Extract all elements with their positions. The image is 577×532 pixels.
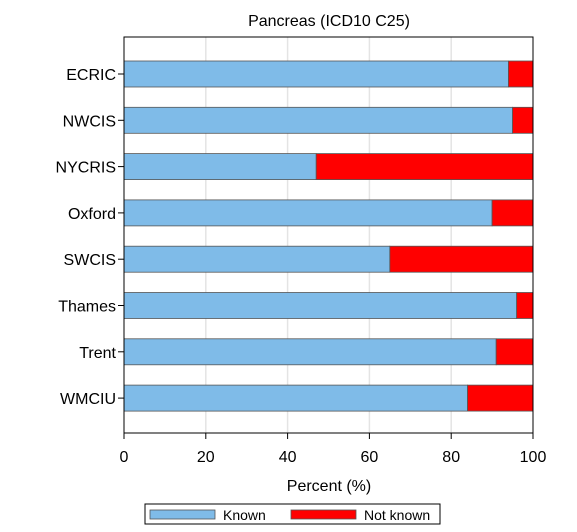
bar-known bbox=[123, 153, 317, 181]
x-axis: 0 20 40 60 80 100 bbox=[120, 432, 547, 466]
y-tick-label: NWCIS bbox=[63, 113, 116, 130]
y-tick-label: ECRIC bbox=[66, 67, 116, 84]
bar-not-known bbox=[512, 106, 534, 134]
bar-not-known bbox=[315, 153, 534, 181]
legend-swatch bbox=[290, 509, 357, 520]
chart-title: Pancreas (ICD10 C25) bbox=[248, 13, 410, 30]
x-tick-label: 20 bbox=[197, 449, 215, 466]
gridlines bbox=[205, 37, 452, 433]
bar-not-known bbox=[516, 292, 534, 319]
bars bbox=[123, 60, 534, 412]
y-tick-label: Oxford bbox=[68, 206, 116, 223]
bar-known bbox=[123, 106, 513, 134]
y-tick-label: Thames bbox=[58, 299, 116, 316]
bar-not-known bbox=[508, 60, 534, 88]
legend: Known Not known bbox=[144, 503, 441, 525]
bar-known bbox=[123, 338, 497, 366]
x-axis-label: Percent (%) bbox=[287, 478, 371, 495]
bar-not-known bbox=[495, 338, 534, 366]
y-tick-label: Trent bbox=[79, 345, 116, 362]
bar-not-known bbox=[389, 245, 534, 273]
x-tick-label: 0 bbox=[120, 449, 129, 466]
legend-swatch bbox=[149, 509, 216, 520]
bar-known bbox=[123, 384, 468, 412]
y-tick-label: NYCRIS bbox=[56, 160, 116, 177]
legend-label: Known bbox=[223, 507, 266, 523]
y-tick-label: WMCIU bbox=[60, 391, 116, 408]
bar-known bbox=[123, 199, 493, 227]
x-tick-label: 100 bbox=[520, 449, 547, 466]
bar-known bbox=[123, 60, 509, 88]
bar-known bbox=[123, 292, 518, 319]
bar-known bbox=[123, 245, 391, 273]
plot-frame bbox=[123, 36, 534, 434]
x-tick-label: 40 bbox=[279, 449, 297, 466]
x-tick-label: 80 bbox=[442, 449, 460, 466]
bar-not-known bbox=[491, 199, 534, 227]
y-tick-label: SWCIS bbox=[64, 252, 116, 269]
x-tick-label: 60 bbox=[361, 449, 379, 466]
y-axis: ECRIC NWCIS NYCRIS Oxford SWCIS Thames Trent WM… bbox=[56, 67, 124, 408]
legend-label: Not known bbox=[364, 507, 430, 523]
bar-not-known bbox=[467, 384, 534, 412]
